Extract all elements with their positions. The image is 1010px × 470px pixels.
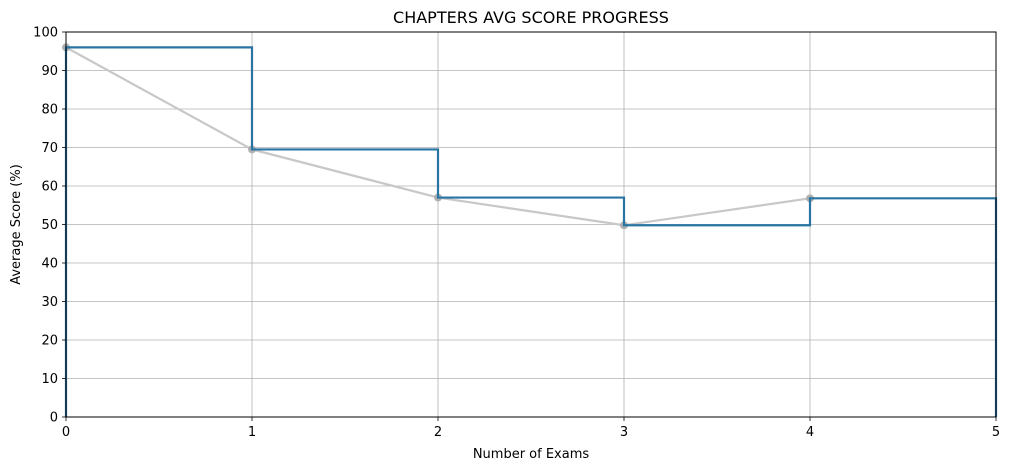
x-tick-label: 1 xyxy=(248,425,256,440)
y-tick-label: 100 xyxy=(33,26,58,41)
x-tick-label: 4 xyxy=(806,425,814,440)
x-tick-label: 2 xyxy=(434,425,442,440)
y-axis-label: Average Score (%) xyxy=(9,164,24,285)
chart-title: CHAPTERS AVG SCORE PROGRESS xyxy=(393,8,669,27)
x-tick-label: 0 xyxy=(62,425,70,440)
series-layer xyxy=(62,43,998,417)
y-tick-label: 70 xyxy=(41,141,58,156)
y-tick-label: 50 xyxy=(41,218,58,233)
y-tick-label: 30 xyxy=(41,295,58,310)
y-tick-label: 80 xyxy=(41,103,58,118)
y-tick-label: 0 xyxy=(50,411,58,426)
y-tick-label: 40 xyxy=(41,257,58,272)
y-tick-label: 60 xyxy=(41,180,58,195)
y-tick-label: 20 xyxy=(41,334,58,349)
x-tick-label: 5 xyxy=(992,425,1000,440)
step-line xyxy=(64,46,998,417)
x-axis-label: Number of Exams xyxy=(473,447,590,462)
y-tick-label: 10 xyxy=(41,372,58,387)
y-tick-label: 90 xyxy=(41,64,58,79)
x-tick-label: 3 xyxy=(620,425,628,440)
